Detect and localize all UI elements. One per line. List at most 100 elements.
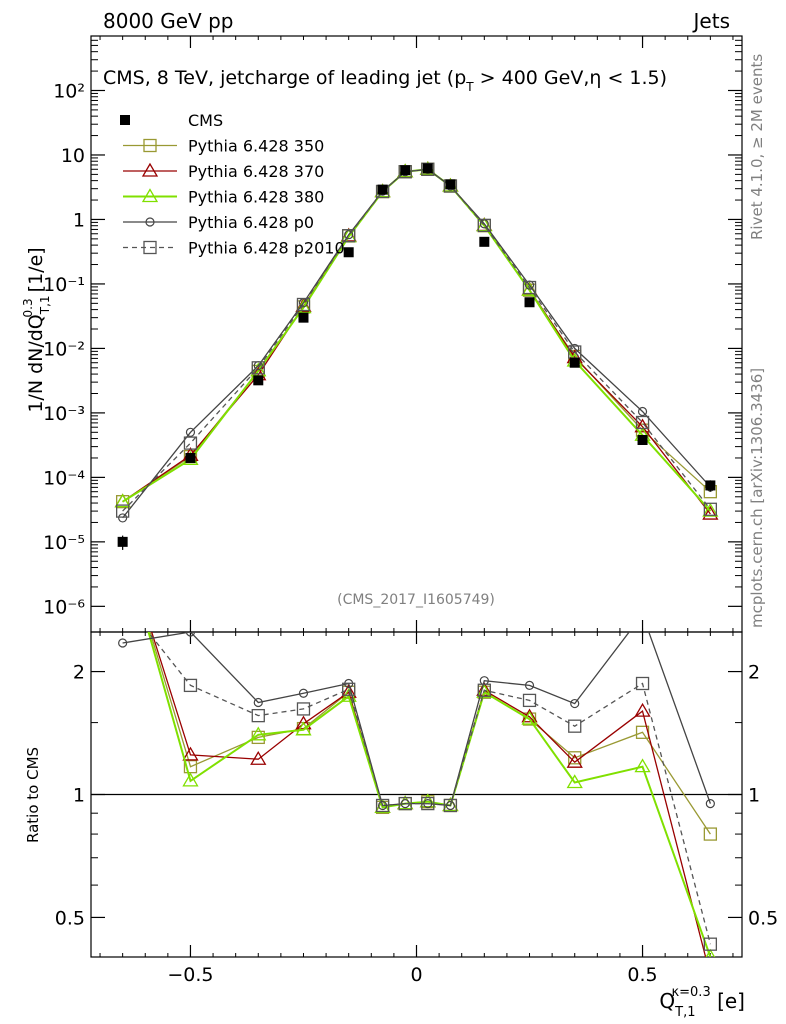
ratio-series-point-3 — [118, 638, 128, 648]
data-point — [343, 247, 354, 258]
mc-series-point-4 — [183, 436, 198, 450]
ratio-series-point-1 — [250, 750, 267, 765]
ratio-series-point-4 — [398, 796, 412, 811]
data-point — [253, 375, 264, 386]
mc-series-point-4 — [522, 280, 537, 295]
ratio-series-point-3 — [705, 798, 715, 809]
ratio-series-point-3 — [524, 680, 535, 690]
y-axis-label: 1/N dN/dQT,10.3 [1/e] — [21, 247, 52, 412]
ratio-series-point-1 — [566, 753, 583, 768]
mc-series-point-3 — [637, 406, 648, 417]
ratio-series-point-3 — [377, 800, 388, 811]
ratio-y-axis-label: Ratio to CMS — [24, 747, 42, 843]
legend-label-data: CMS — [188, 111, 223, 130]
mc-series-point-3 — [118, 513, 128, 523]
mc-series-point-4 — [477, 218, 491, 233]
analysis-id: (CMS_2017_I1605749) — [337, 592, 495, 608]
data-point — [479, 236, 490, 247]
legend-label-4: Pythia 6.428 p2010 — [188, 239, 345, 258]
ratio-series-point-3 — [639, 610, 647, 618]
y-tick-label: 10 — [61, 145, 85, 167]
mc-series-point-4 — [635, 415, 650, 430]
x-tick-label: 0 — [410, 964, 422, 986]
mc-series-point-4 — [421, 162, 435, 176]
ratio-series-point-0 — [703, 827, 718, 841]
ratio-series-point-2 — [521, 710, 538, 725]
legend-label-1: Pythia 6.428 370 — [188, 162, 324, 181]
legend: CMS Pythia 6.428 350 Pythia 6.428 370 Pythi… — [120, 111, 345, 258]
legend-label-2: Pythia 6.428 380 — [188, 188, 324, 207]
data-point — [117, 536, 128, 547]
ratio-series-point-2 — [182, 772, 199, 787]
ratio-y-tick-label-right: 0.5 — [748, 907, 778, 929]
data-point — [422, 163, 433, 174]
header-left: 8000 GeV pp — [103, 9, 234, 33]
ratio-series-point-4 — [568, 719, 582, 733]
ratio-y-tick-label: 1 — [73, 785, 85, 807]
legend-marker-1 — [141, 162, 159, 177]
ratio-series-point-3 — [570, 698, 580, 709]
mc-series-point-4 — [342, 229, 356, 243]
y-tick-label: 10² — [53, 80, 85, 102]
header-right: Jets — [692, 9, 730, 33]
legend-marker-2 — [141, 188, 159, 203]
ratio-series-point-2 — [250, 726, 267, 741]
x-axis-label: QT,1κ=0.3 [e] — [659, 985, 745, 1020]
ratio-series-group — [118, 610, 718, 981]
data-point — [377, 184, 388, 195]
ratio-series-point-2 — [634, 758, 651, 773]
ratio-series-point-4 — [703, 937, 718, 951]
y-tick-label: 10⁻⁶ — [43, 596, 85, 618]
main-series-group — [114, 160, 719, 550]
ratio-series-point-4 — [183, 678, 198, 693]
ratio-series-point-4 — [635, 676, 650, 691]
y-tick-label: 10⁻⁵ — [43, 532, 85, 554]
ratio-series-point-1 — [634, 702, 651, 717]
ratio-y-tick-label: 2 — [73, 662, 85, 684]
mc-series-point-4 — [296, 297, 311, 312]
ratio-series-point-1 — [521, 708, 538, 723]
ratio-series-point-2 — [566, 774, 583, 789]
ratio-series-point-3 — [298, 688, 309, 698]
plot-title: CMS, 8 TeV, jetcharge of leading jet (pT… — [103, 67, 667, 94]
mc-series-point-4 — [703, 502, 718, 516]
mc-series-point-3 — [344, 230, 354, 240]
mc-series-point-4 — [251, 361, 265, 375]
ratio-series-point-4 — [443, 798, 458, 813]
ratio-y-tick-label: 0.5 — [55, 907, 85, 929]
data-point — [524, 297, 535, 308]
mc-series-point-1 — [702, 505, 719, 520]
mc-series-point-2 — [114, 493, 131, 508]
legend-marker-4 — [143, 240, 157, 255]
ratio-series-point-4 — [251, 708, 265, 723]
ratio-y-tick-label-right: 2 — [748, 662, 760, 684]
x-tick-label: 0.5 — [627, 964, 657, 986]
ratio-series-point-2 — [705, 948, 716, 957]
rivet-label: Rivet 4.1.0, ≥ 2M events — [748, 54, 766, 240]
legend-label-3: Pythia 6.428 p0 — [188, 213, 314, 232]
mc-series-line-4 — [122, 168, 711, 512]
y-tick-label: 10⁻³ — [43, 403, 85, 425]
ratio-series-point-3 — [253, 697, 263, 708]
mcplots-label: mcplots.cern.ch [arXiv:1306.3436] — [748, 368, 766, 628]
data-point — [445, 179, 456, 190]
legend-marker-data — [120, 115, 130, 125]
x-tick-label: −0.5 — [167, 964, 213, 986]
ratio-series-point-1 — [703, 969, 717, 981]
mc-series-point-1 — [634, 418, 651, 433]
mc-series-point-3 — [570, 343, 580, 354]
ratio-series-point-4 — [342, 682, 356, 696]
mc-series-point-3 — [185, 427, 196, 437]
ratio-series-point-4 — [375, 798, 390, 813]
legend-marker-3 — [145, 217, 155, 227]
ratio-y-tick-label-right: 1 — [748, 785, 760, 807]
ratio-series-line-4 — [147, 632, 712, 945]
data-point — [705, 480, 716, 491]
mc-series-point-2 — [295, 299, 312, 314]
legend-marker-0 — [143, 138, 157, 153]
data-point — [185, 452, 196, 463]
ratio-series-point-3 — [185, 632, 196, 637]
y-tick-label: 10⁻¹ — [43, 274, 85, 296]
y-tick-label: 10⁻² — [43, 338, 85, 360]
